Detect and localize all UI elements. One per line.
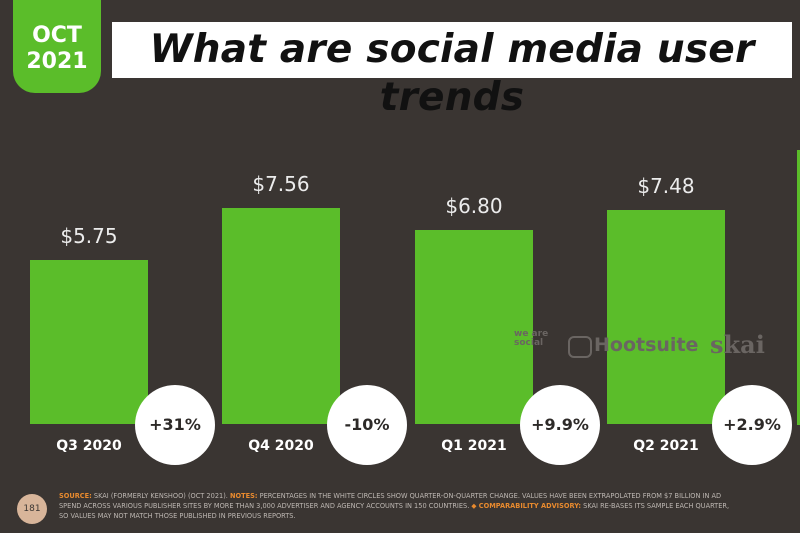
page-number: 181 [17,494,47,524]
change-badge-2: +9.9% [520,385,600,465]
category-label-2: Q1 2021 [441,438,507,454]
badge-year: 2021 [26,49,88,74]
hootsuite-logo: Hootsuite [594,334,699,356]
category-label-1: Q4 2020 [248,438,314,454]
value-label-0: $5.75 [60,224,118,248]
notes-text: PERCENTAGES IN THE WHITE CIRCLES SHOW QU… [59,492,722,510]
bar-2 [415,230,533,424]
change-badge-1: -10% [327,385,407,465]
we-are-social-logo: we are social [514,329,549,348]
advisory-text: SKAI RE-BASES ITS SAMPLE EACH QUARTER, S… [59,502,730,520]
source-label: SOURCE: [59,492,92,500]
bar-1 [222,208,340,424]
value-label-3: $7.48 [637,174,695,198]
advisory-label: ◆ COMPARABILITY ADVISORY: [471,502,582,510]
category-label-0: Q3 2020 [56,438,122,454]
source-notes: SOURCE: SKAI (FORMERLY KENSHOO) (OCT 202… [59,491,739,521]
title-banner: What are social media user trends [112,22,792,120]
bar-0 [30,260,148,424]
source-text: SKAI (FORMERLY KENSHOO) (OCT 2021). [93,492,228,500]
notes-label: NOTES: [230,492,258,500]
bar-3 [607,210,725,424]
skai-logo: skai [710,330,765,359]
change-badge-3: +2.9% [712,385,792,465]
partial-bar [797,150,800,425]
value-label-1: $7.56 [252,172,310,196]
badge-month: OCT [32,23,82,48]
change-badge-0: +31% [135,385,215,465]
owl-icon [568,336,592,358]
value-label-2: $6.80 [445,194,503,218]
date-badge: OCT 2021 [13,0,101,93]
page-title: What are social media user trends [149,27,755,120]
category-label-3: Q2 2021 [633,438,699,454]
bar-chart: $5.75 Q3 2020 +31% $7.56 Q4 2020 -10% $6.80 Q1 … [30,172,792,465]
